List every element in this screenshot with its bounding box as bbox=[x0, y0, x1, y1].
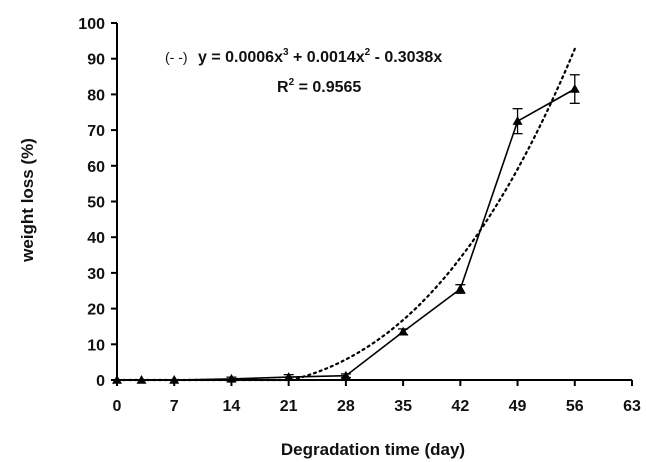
y-tick-label: 90 bbox=[87, 52, 105, 69]
x-tick-label: 35 bbox=[394, 398, 412, 415]
y-tick-label: 70 bbox=[87, 123, 105, 140]
y-tick-label: 40 bbox=[87, 230, 105, 247]
data-point-triangle bbox=[569, 84, 580, 93]
y-tick-label: 60 bbox=[87, 159, 105, 176]
equation-term-linear: - 0.3038x bbox=[370, 49, 442, 66]
equation-exp-2: 2 bbox=[365, 47, 371, 58]
equation-term-cubic: y = 0.0006x bbox=[198, 49, 283, 66]
x-tick-label: 7 bbox=[170, 398, 179, 415]
y-tick-label: 10 bbox=[87, 337, 105, 354]
x-tick-label: 28 bbox=[337, 398, 355, 415]
y-tick-label: 80 bbox=[87, 87, 105, 104]
r-squared-exp: 2 bbox=[289, 77, 295, 88]
x-tick-label: 0 bbox=[113, 398, 122, 415]
x-tick-label: 56 bbox=[566, 398, 584, 415]
x-axis-title: Degradation time (day) bbox=[281, 440, 465, 459]
x-tick-label: 42 bbox=[451, 398, 469, 415]
data-point-triangle bbox=[340, 370, 351, 380]
data-point-triangle bbox=[512, 116, 523, 125]
data-point-triangle bbox=[455, 283, 466, 293]
data-point-triangle bbox=[398, 326, 409, 336]
x-tick-label: 14 bbox=[223, 398, 241, 415]
r-squared: R2 = 0.9565 bbox=[277, 77, 361, 96]
r-squared-symbol: R bbox=[277, 79, 289, 96]
data-point-triangle bbox=[283, 372, 294, 381]
fit-equation: (- -) y = 0.0006x3 + 0.0014x2 - 0.3038x bbox=[165, 47, 442, 66]
x-tick-label: 49 bbox=[509, 398, 527, 415]
equation-prefix: (- -) bbox=[165, 49, 188, 65]
equation-term-quadratic: + 0.0014x bbox=[289, 49, 365, 66]
y-tick-label: 100 bbox=[78, 16, 105, 33]
y-tick-label: 50 bbox=[87, 195, 105, 212]
y-tick-label: 0 bbox=[96, 373, 105, 390]
y-tick-label: 20 bbox=[87, 302, 105, 319]
axes: 0 10 20 30 40 50 60 70 80 90 100 0 7 14 21 28 35 42 49 56 63 bbox=[78, 16, 641, 415]
y-axis-title: weight loss (%) bbox=[18, 138, 37, 263]
x-tick-label: 21 bbox=[280, 398, 298, 415]
x-tick-label: 63 bbox=[623, 398, 641, 415]
equation-exp-3: 3 bbox=[283, 47, 289, 58]
r-squared-value: = 0.9565 bbox=[294, 79, 361, 96]
y-tick-label: 30 bbox=[87, 266, 105, 283]
